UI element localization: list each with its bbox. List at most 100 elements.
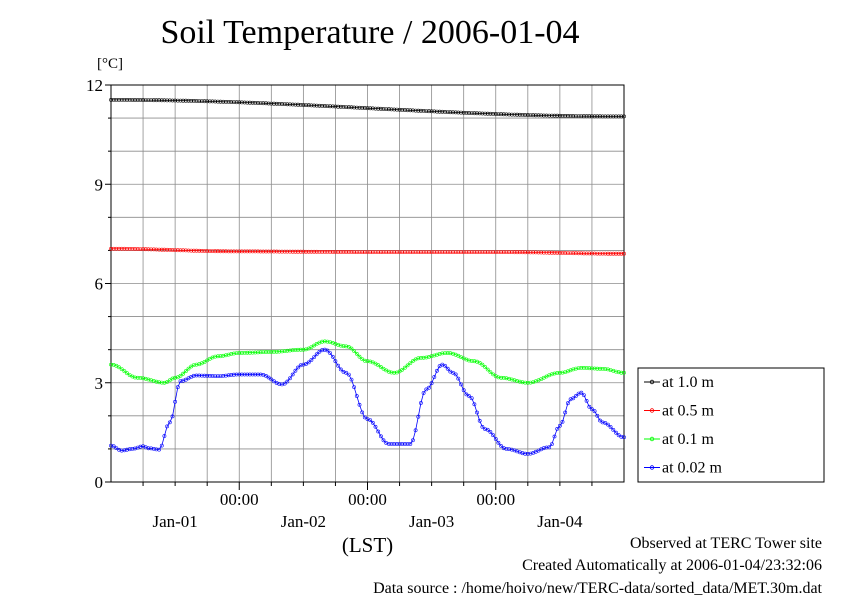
data-point xyxy=(344,105,349,110)
data-point xyxy=(162,434,167,438)
data-point xyxy=(173,375,178,380)
data-point xyxy=(306,249,311,254)
data-point xyxy=(376,429,381,434)
data-point xyxy=(194,248,199,253)
data-point xyxy=(274,101,279,106)
data-point xyxy=(272,379,276,384)
data-point xyxy=(111,246,116,251)
data-point xyxy=(368,106,373,111)
data-point xyxy=(280,102,284,106)
data-point xyxy=(448,351,453,356)
data-point xyxy=(277,382,282,386)
data-point xyxy=(146,98,151,103)
data-point xyxy=(421,355,426,360)
data-point xyxy=(381,438,386,443)
data-point xyxy=(159,380,164,385)
data-point xyxy=(477,111,482,116)
data-point xyxy=(528,451,533,456)
data-point xyxy=(205,99,210,104)
data-point xyxy=(247,249,252,254)
data-point xyxy=(603,421,608,425)
data-point xyxy=(432,250,437,255)
data-point xyxy=(261,350,266,355)
data-point xyxy=(173,399,178,404)
data-point xyxy=(531,250,536,255)
data-point xyxy=(469,396,474,401)
data-point xyxy=(234,100,239,105)
data-point xyxy=(109,362,113,367)
data-point xyxy=(445,351,450,355)
data-point xyxy=(520,451,525,456)
data-point xyxy=(418,250,423,255)
data-point xyxy=(167,98,172,103)
data-point xyxy=(533,250,538,255)
data-point xyxy=(547,250,552,255)
data-point xyxy=(408,250,413,255)
data-point xyxy=(290,348,295,353)
data-point xyxy=(373,250,378,255)
data-point xyxy=(576,114,581,119)
data-point xyxy=(173,248,178,253)
data-point xyxy=(245,372,250,377)
data-point xyxy=(344,344,349,349)
data-point xyxy=(274,249,279,254)
data-point xyxy=(614,369,618,374)
data-point xyxy=(210,249,215,254)
data-point xyxy=(582,393,586,398)
data-point xyxy=(247,100,252,105)
data-point xyxy=(298,347,303,352)
data-point xyxy=(293,348,298,352)
data-point xyxy=(370,106,375,111)
x-day-label: Jan-03 xyxy=(409,512,454,531)
footer-data-source: Data source : /home/hoivo/new/TERC-data/… xyxy=(373,580,822,597)
data-point xyxy=(373,424,378,429)
data-point xyxy=(560,251,565,255)
data-point xyxy=(330,250,335,254)
x-day-label: Jan-01 xyxy=(152,512,197,531)
data-point xyxy=(109,98,113,102)
data-point xyxy=(215,374,220,379)
data-point xyxy=(386,107,391,112)
data-point xyxy=(606,367,610,372)
data-point xyxy=(381,250,386,255)
data-point xyxy=(520,380,525,385)
data-point xyxy=(256,350,260,355)
data-point xyxy=(427,250,431,255)
data-point xyxy=(574,251,578,256)
data-point xyxy=(301,362,306,367)
data-point xyxy=(264,350,268,354)
y-tick-label: 9 xyxy=(95,175,104,194)
data-point xyxy=(531,380,536,385)
data-point xyxy=(135,247,140,251)
data-point xyxy=(114,446,119,451)
data-point xyxy=(309,103,314,108)
data-point xyxy=(512,250,517,255)
data-point xyxy=(309,249,314,254)
data-point xyxy=(114,98,119,102)
data-point xyxy=(598,114,602,119)
data-point xyxy=(552,434,557,439)
data-point xyxy=(427,354,431,359)
data-point xyxy=(223,249,228,254)
data-point xyxy=(215,249,220,254)
data-point xyxy=(266,375,271,380)
data-point xyxy=(443,250,447,255)
data-point xyxy=(544,113,549,118)
data-point xyxy=(250,372,255,377)
data-point xyxy=(218,249,223,254)
data-point xyxy=(582,114,586,119)
data-point xyxy=(469,359,474,363)
data-point xyxy=(472,250,477,255)
data-point xyxy=(595,413,600,418)
data-point xyxy=(245,249,250,254)
data-point xyxy=(213,99,218,104)
data-point xyxy=(512,112,517,117)
data-point xyxy=(226,352,231,357)
data-point xyxy=(453,110,458,115)
y-tick-label: 6 xyxy=(95,275,104,294)
data-point xyxy=(558,370,562,375)
data-point xyxy=(477,418,482,423)
data-point xyxy=(555,250,560,255)
data-point xyxy=(256,249,260,254)
data-point xyxy=(277,102,282,106)
